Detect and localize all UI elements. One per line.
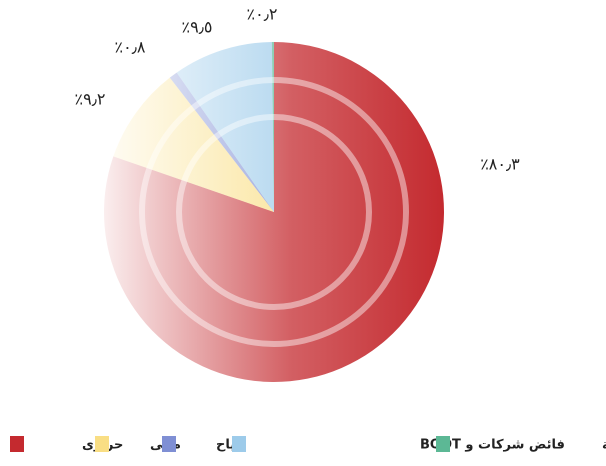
ring	[139, 77, 409, 347]
pie-slice	[169, 72, 274, 212]
ring	[176, 114, 372, 310]
legend-label: فائض شركات و BOOT	[420, 438, 565, 453]
data-label: ٪٠٫٨	[115, 38, 146, 57]
legend-swatch	[436, 436, 450, 452]
pie-slice	[176, 42, 274, 212]
legend-swatch	[95, 436, 109, 452]
pie-slice	[271, 42, 274, 212]
pie	[103, 42, 445, 382]
data-label: ٪٨٠٫٣	[480, 155, 520, 174]
data-label: ٪٩٫٥	[182, 18, 213, 37]
legend: حرارىمائىرياحفائض شركات و BOOTالمحطات غي…	[10, 436, 606, 453]
pie-slice	[113, 77, 274, 212]
data-label: ٪٠٫٢	[247, 5, 278, 24]
labels: ٪٨٠٫٣ ٪٩٫٢ ٪٠٫٨ ٪٩٫٥ ٪٠٫٢	[75, 5, 521, 174]
legend-label: المحطات غير المربوطة	[602, 438, 606, 453]
legend-swatch	[232, 436, 246, 452]
legend-swatch	[162, 436, 176, 452]
legend-swatch	[10, 436, 24, 452]
data-label: ٪٩٫٢	[75, 90, 106, 109]
